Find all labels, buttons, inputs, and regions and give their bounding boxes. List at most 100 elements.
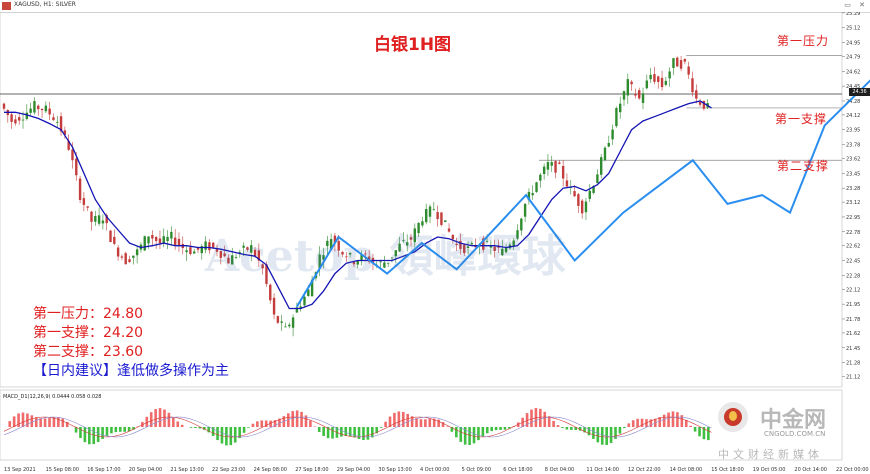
- price-chart[interactable]: 25.29 25.12 24.95 24.79 24.62 24.45 24.28 24.12…: [0, 12, 870, 474]
- candle-body: [257, 250, 261, 261]
- x-tick-label: 22 Oct 00:00: [836, 467, 869, 473]
- candle-body: [44, 105, 48, 112]
- window-controls[interactable]: ▭ ✕: [844, 1, 868, 9]
- logo-slogan: 中文财经新媒体: [718, 448, 823, 461]
- macd-bar: [92, 427, 96, 445]
- candle-body: [348, 252, 352, 255]
- candle-body: [18, 117, 21, 121]
- candle-body: [588, 190, 591, 199]
- y-tick-label: 22.12: [846, 287, 860, 293]
- candle-body: [531, 193, 534, 196]
- y-tick-label: 21.95: [846, 302, 860, 308]
- candle-body: [695, 90, 698, 99]
- candle-body: [554, 161, 557, 173]
- candle-body: [436, 212, 439, 220]
- candle-body: [485, 240, 489, 242]
- candle-body: [638, 90, 641, 99]
- macd-bar: [17, 413, 20, 427]
- candle-body: [291, 317, 295, 328]
- candle-body: [276, 316, 280, 323]
- summary-support1: 第一支撑：24.20: [33, 325, 144, 341]
- candle-body: [561, 165, 565, 179]
- candle-body: [223, 253, 226, 257]
- level-summary: 第一压力：24.80 第一支撑：24.20 第二支撑：23.60 【日内建议】逢…: [33, 305, 229, 381]
- y-tick-label: 23.78: [846, 143, 860, 149]
- candle-body: [261, 264, 264, 269]
- candle-body: [542, 166, 546, 175]
- candle-body: [584, 201, 588, 213]
- candle-body: [630, 81, 633, 85]
- candle-body: [702, 100, 706, 109]
- macd-bar: [114, 427, 118, 433]
- y-tick-label: 21.62: [846, 331, 860, 337]
- macd-bar: [631, 420, 635, 427]
- candle-body: [128, 259, 131, 262]
- macd-bar: [30, 415, 34, 427]
- macd-bar: [154, 409, 157, 427]
- summary-resistance1: 第一压力：24.80: [33, 306, 144, 322]
- x-tick-label: 27 Sep 18:00: [295, 467, 328, 473]
- candle-body: [288, 324, 291, 327]
- macd-bar: [494, 427, 498, 431]
- macd-bar: [499, 427, 502, 430]
- macd-bar: [468, 427, 471, 446]
- candle-body: [143, 236, 146, 251]
- candle-body: [124, 253, 127, 265]
- macd-bar: [65, 421, 69, 427]
- candle-body: [90, 211, 93, 222]
- candle-body: [2, 103, 6, 109]
- candle-body: [345, 256, 348, 258]
- candle-body: [599, 157, 603, 175]
- y-tick-label: 24.45: [846, 84, 860, 90]
- macd-bar: [680, 415, 684, 427]
- summary-support2: 第二支撑：23.60: [33, 344, 144, 360]
- macd-bar: [419, 419, 423, 427]
- macd-bar: [79, 427, 82, 439]
- macd-bar: [286, 413, 290, 427]
- macd-frame: [0, 389, 843, 461]
- macd-bar: [110, 427, 113, 434]
- candle-body: [535, 182, 538, 192]
- macd-signal-line: [3, 416, 712, 438]
- macd-bar: [684, 419, 688, 427]
- candle-body: [75, 158, 78, 176]
- macd-bar: [583, 427, 586, 433]
- macd-bar: [331, 427, 334, 439]
- candle-body: [386, 262, 390, 264]
- candle-body: [451, 234, 455, 240]
- candle-body: [676, 57, 679, 67]
- candle-body: [307, 289, 310, 296]
- candle-body: [56, 121, 59, 123]
- candle-body: [59, 116, 63, 132]
- logo-url: CNGOLD.COM.CN: [764, 430, 826, 438]
- macd-bar: [450, 427, 454, 432]
- macd-bar: [596, 427, 600, 443]
- macd-bar: [101, 427, 104, 439]
- x-tick-label: 15 Oct 18:00: [711, 467, 744, 473]
- candle-body: [520, 218, 523, 231]
- macd-bar: [48, 417, 51, 427]
- macd-bar: [366, 427, 370, 440]
- candle-body: [250, 245, 253, 253]
- candle-body: [337, 240, 340, 251]
- candle-body: [405, 242, 409, 246]
- x-tick-label: 20 Oct 14:00: [794, 467, 827, 473]
- candle-body: [489, 245, 493, 248]
- macd-bar: [578, 427, 582, 431]
- y-tick-label: 21.28: [846, 361, 860, 367]
- candle-body: [603, 147, 607, 161]
- macd-bar: [618, 427, 622, 434]
- candle-body: [166, 236, 169, 242]
- macd-bar: [676, 412, 679, 427]
- candle-body: [215, 248, 219, 252]
- macd-bar: [57, 417, 60, 427]
- candle-body: [310, 279, 314, 297]
- candle-body: [231, 255, 234, 265]
- candle-body: [470, 243, 474, 245]
- macd-bar: [273, 420, 277, 427]
- macd-bar: [220, 427, 224, 444]
- macd-bar: [132, 427, 135, 430]
- candle-body: [565, 180, 569, 187]
- macd-bar: [614, 427, 617, 439]
- macd-bar: [34, 417, 38, 427]
